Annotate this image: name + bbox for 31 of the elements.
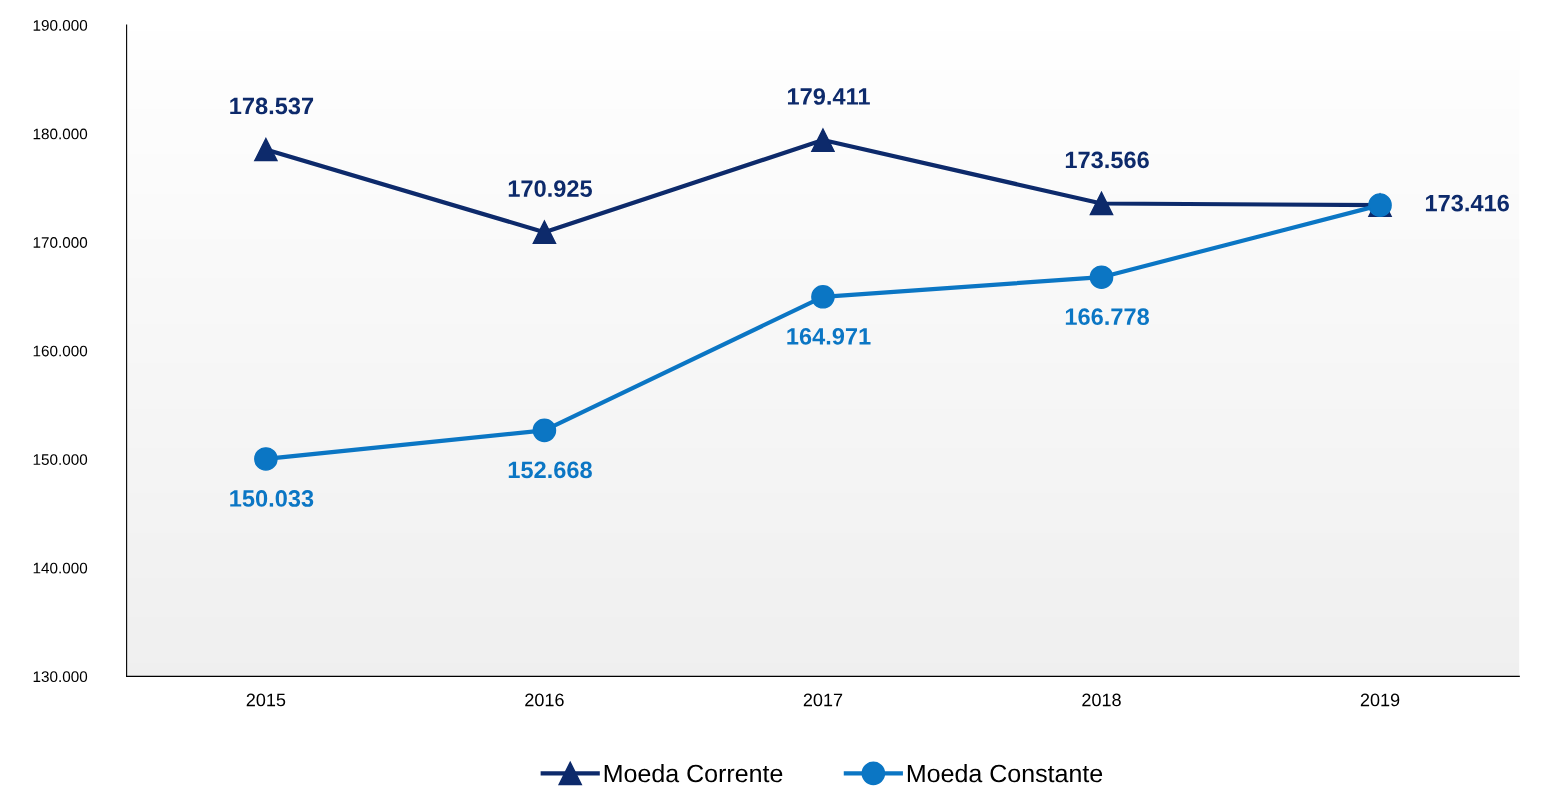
point (1089, 265, 1114, 289)
point (811, 128, 835, 152)
y-tick-label: 130.000 (33, 671, 88, 683)
data-label: 152.668 (508, 461, 592, 479)
y-tick-label: 180.000 (33, 128, 88, 140)
y-tick-label: 150.000 (33, 454, 88, 465)
point (1089, 191, 1114, 216)
point (254, 137, 278, 162)
x-tick-label: 2015 (246, 693, 286, 707)
y-tick-label: 170.000 (33, 237, 88, 248)
legend-label: Moeda Corrente (604, 764, 783, 783)
data-label: 166.778 (1065, 308, 1149, 326)
x-tick-label: 2017 (803, 693, 843, 707)
point (811, 284, 835, 309)
data-label: 178.537 (230, 97, 314, 115)
x-tick-label: 2016 (525, 693, 564, 707)
data-label: 150.033 (230, 490, 314, 507)
data-label: 173.566 (1065, 151, 1149, 169)
point (532, 220, 557, 244)
data-label: 179.411 (787, 88, 870, 105)
y-tick-label: 160.000 (33, 345, 88, 357)
data-label: 173.416 (1425, 194, 1509, 212)
x-tick-label: 2019 (1360, 693, 1400, 707)
y-tick-label: 140.000 (33, 562, 88, 574)
y-tick-label: 190.000 (33, 20, 88, 31)
x-tick-label: 2018 (1082, 693, 1121, 707)
point (254, 447, 278, 471)
legend-label: Moeda Constante (907, 764, 1103, 783)
point (532, 418, 557, 443)
data-label: 170.925 (508, 180, 592, 197)
data-label: 164.971 (787, 327, 871, 345)
